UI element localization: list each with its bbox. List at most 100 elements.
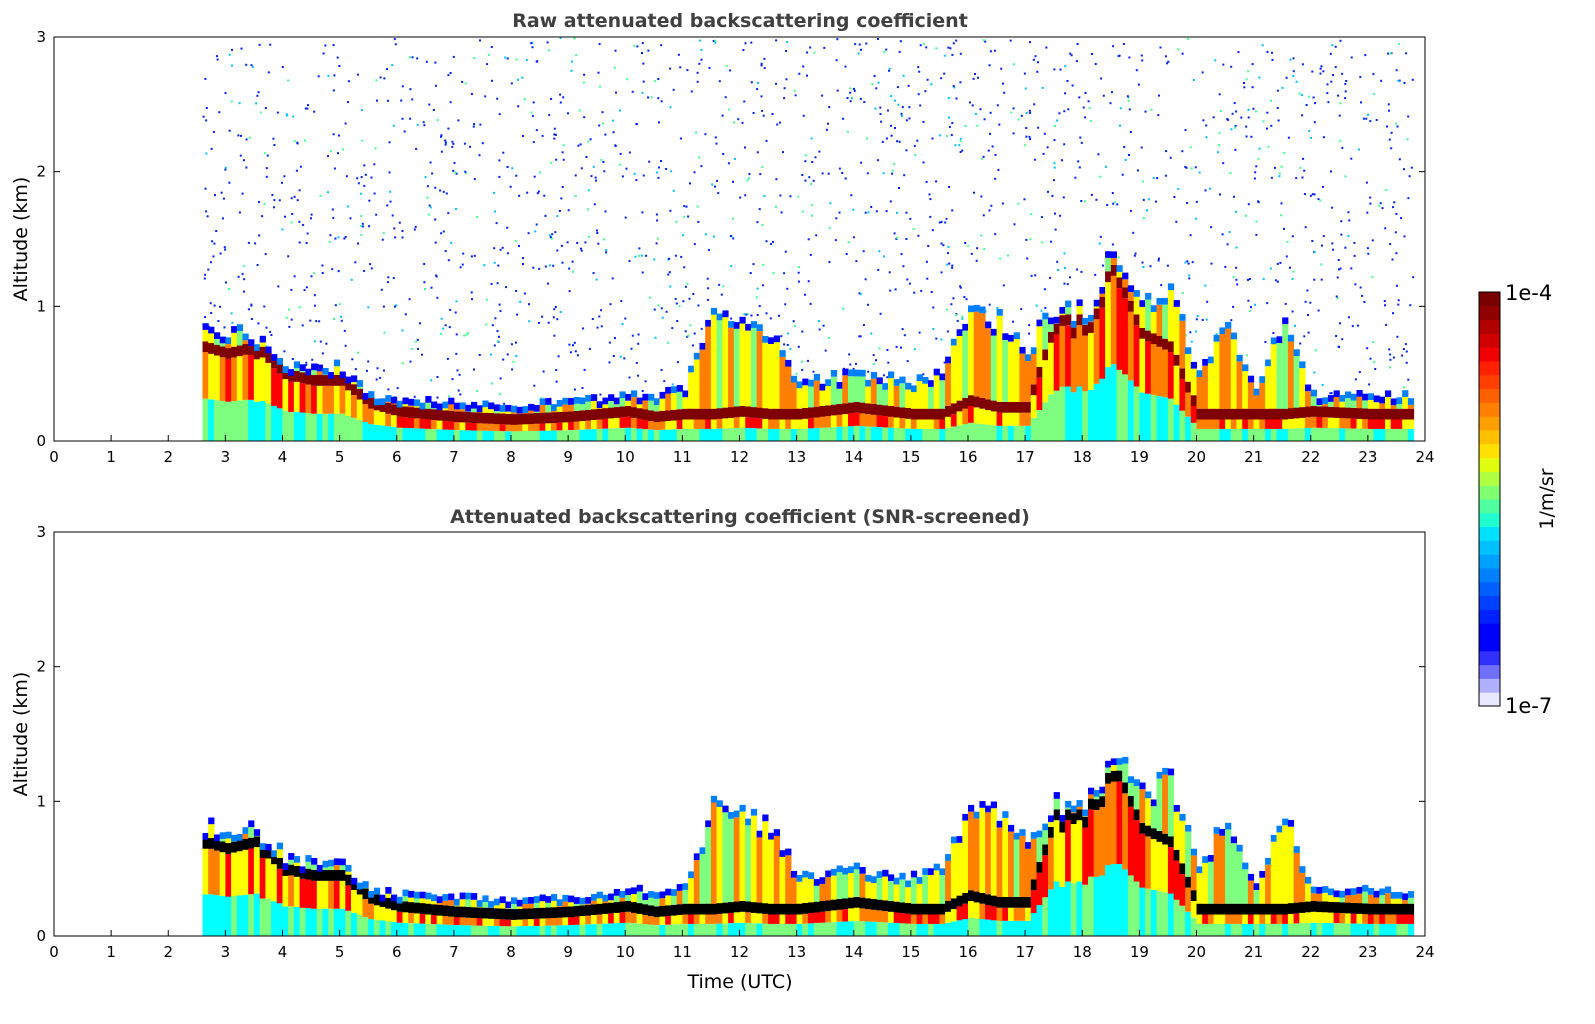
layer-cell (1185, 354, 1191, 382)
peak-backscatter-cell (414, 408, 420, 419)
heatmap (203, 757, 1415, 936)
aerosol-cell (1008, 413, 1014, 426)
layer-top-cell (1385, 887, 1391, 894)
noise-dot (902, 106, 904, 108)
near-surface-cell (888, 923, 894, 936)
noise-dot (732, 181, 734, 183)
near-surface-cell (1099, 876, 1105, 937)
noise-dot (1249, 310, 1251, 312)
aerosol-cell (1231, 420, 1237, 429)
peak-backscatter-cell (568, 411, 574, 422)
noise-dot (1069, 276, 1071, 278)
layer-top-cell (654, 892, 660, 899)
layer-cell (1042, 830, 1048, 844)
peak-backscatter-cell (957, 401, 963, 412)
peak-backscatter-cell (488, 413, 494, 424)
near-surface-cell (1094, 877, 1100, 936)
noise-dot (526, 192, 528, 194)
noise-dot (1192, 261, 1194, 263)
noise-dot (428, 214, 430, 216)
noise-dot (1091, 53, 1093, 55)
layer-top-cell (734, 322, 740, 329)
layer-top-cell (305, 369, 311, 376)
noise-dot (1034, 274, 1036, 276)
aerosol-cell (522, 424, 528, 431)
layer-cell (1225, 329, 1231, 409)
peak-backscatter-cell (1254, 904, 1260, 915)
layer-top-cell (340, 859, 346, 866)
noise-dot (974, 73, 976, 75)
noise-dot (493, 192, 495, 194)
near-surface-cell (745, 428, 751, 441)
near-surface-cell (642, 429, 648, 441)
layer-top-cell (374, 888, 380, 895)
peak-backscatter-cell (614, 407, 620, 418)
y-tick-label: 2 (36, 658, 46, 676)
noise-dot (524, 98, 526, 100)
noise-dot (532, 267, 534, 269)
noise-dot (279, 199, 281, 201)
noise-dot (1384, 227, 1386, 229)
aerosol-cell (642, 915, 648, 924)
aerosol-cell (380, 907, 386, 921)
noise-dot (883, 51, 885, 53)
peak-backscatter-cell (311, 375, 317, 386)
aerosol-cell (437, 916, 443, 925)
near-surface-cell (363, 422, 369, 441)
noise-dot (818, 151, 820, 153)
layer-cell (780, 857, 786, 904)
layer-top-cell (1197, 370, 1203, 377)
near-surface-cell (654, 430, 660, 441)
noise-dot (241, 48, 243, 50)
noise-dot (745, 42, 747, 44)
layer-top-cell (494, 404, 500, 411)
near-surface-cell (1117, 864, 1123, 936)
layer-top-cell (780, 350, 786, 357)
noise-dot (1354, 255, 1356, 257)
layer-cell (1305, 884, 1311, 902)
x-tick-label: 17 (1016, 943, 1035, 961)
noise-dot (1285, 303, 1287, 305)
colorbar-swatch (1479, 596, 1500, 610)
aerosol-cell (979, 904, 985, 919)
noise-dot (1029, 138, 1031, 140)
layer-top-cell (1214, 827, 1220, 834)
peak-backscatter-cell (665, 410, 671, 421)
layer-cell (848, 376, 854, 402)
noise-dot (635, 123, 637, 125)
layer-top-cell (500, 896, 506, 903)
aerosol-cell (660, 917, 666, 925)
noise-dot (1409, 175, 1411, 177)
noise-dot (423, 121, 425, 123)
layer-cell (1082, 816, 1088, 817)
noise-dot (605, 251, 607, 253)
noise-dot (1166, 62, 1168, 64)
near-surface-cell (500, 926, 506, 936)
noise-dot (596, 279, 598, 281)
noise-dot (1301, 94, 1303, 96)
aerosol-cell (1288, 419, 1294, 429)
noise-dot (1369, 203, 1371, 205)
near-surface-cell (1197, 429, 1203, 441)
noise-dot (870, 206, 872, 208)
aerosol-cell (1042, 855, 1048, 897)
near-surface-cell (1379, 429, 1385, 441)
noise-dot (414, 229, 416, 231)
peak-backscatter-cell (899, 902, 905, 913)
noise-dot (766, 140, 768, 142)
noise-dot (533, 385, 535, 387)
peak-backscatter-cell (425, 409, 431, 420)
near-surface-cell (1145, 394, 1151, 441)
noise-dot (305, 362, 307, 364)
near-surface-cell (968, 423, 974, 441)
aerosol-cell (642, 420, 648, 429)
noise-dot (268, 71, 270, 73)
noise-dot (1181, 150, 1183, 152)
layer-cell (585, 402, 591, 410)
noise-dot (267, 155, 269, 157)
layer-top-cell (688, 871, 694, 878)
layer-cell (757, 331, 763, 408)
noise-dot (695, 132, 697, 134)
peak-backscatter-cell (385, 898, 391, 909)
noise-dot (351, 279, 353, 281)
